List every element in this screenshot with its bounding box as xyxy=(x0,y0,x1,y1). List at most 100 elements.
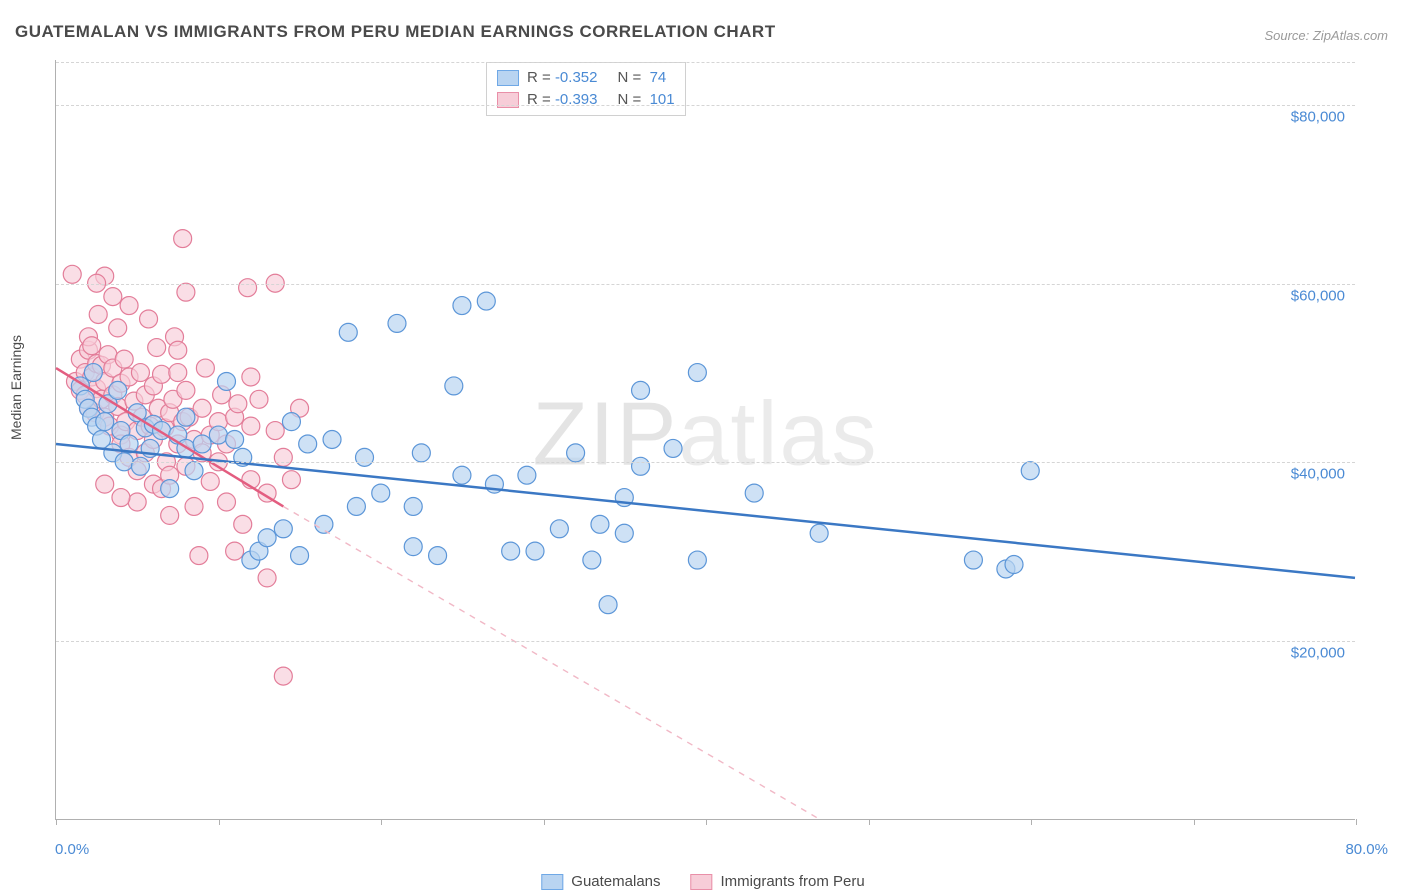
data-point xyxy=(615,524,633,542)
data-point xyxy=(339,323,357,341)
data-point xyxy=(258,569,276,587)
data-point xyxy=(688,551,706,569)
x-tick xyxy=(219,819,220,825)
data-point xyxy=(120,297,138,315)
legend-item-peru: Immigrants from Peru xyxy=(691,873,865,890)
data-point xyxy=(193,399,211,417)
data-point xyxy=(356,448,374,466)
data-point xyxy=(185,462,203,480)
data-point xyxy=(83,337,101,355)
data-point xyxy=(274,520,292,538)
data-point xyxy=(453,297,471,315)
data-point xyxy=(810,524,828,542)
data-point xyxy=(153,365,171,383)
data-point xyxy=(112,489,130,507)
chart-svg xyxy=(56,60,1355,819)
data-point xyxy=(274,667,292,685)
data-point xyxy=(567,444,585,462)
x-tick xyxy=(381,819,382,825)
data-point xyxy=(274,448,292,466)
gridline xyxy=(56,462,1355,463)
data-point xyxy=(218,372,236,390)
data-point xyxy=(104,288,122,306)
data-point xyxy=(282,413,300,431)
data-point xyxy=(161,480,179,498)
series-legend: Guatemalans Immigrants from Peru xyxy=(541,873,864,890)
y-tick-label: $80,000 xyxy=(1291,108,1345,125)
data-point xyxy=(1005,556,1023,574)
data-point xyxy=(177,408,195,426)
data-point xyxy=(404,538,422,556)
n-label: N = 74 xyxy=(617,67,666,89)
gridline xyxy=(56,62,1355,63)
data-point xyxy=(169,364,187,382)
x-end-label: 80.0% xyxy=(1345,841,1388,858)
data-point xyxy=(109,319,127,337)
data-point xyxy=(226,431,244,449)
y-tick-label: $60,000 xyxy=(1291,287,1345,304)
x-tick xyxy=(869,819,870,825)
data-point xyxy=(185,497,203,515)
legend-item-guatemalans: Guatemalans xyxy=(541,873,660,890)
data-point xyxy=(372,484,390,502)
data-point xyxy=(89,306,107,324)
data-point xyxy=(404,497,422,515)
data-point xyxy=(226,542,244,560)
data-point xyxy=(315,515,333,533)
data-point xyxy=(477,292,495,310)
data-point xyxy=(299,435,317,453)
legend-label: Guatemalans xyxy=(571,873,660,890)
data-point xyxy=(591,515,609,533)
data-point xyxy=(229,395,247,413)
data-point xyxy=(518,466,536,484)
data-point xyxy=(196,359,214,377)
data-point xyxy=(177,283,195,301)
data-point xyxy=(242,417,260,435)
data-point xyxy=(218,493,236,511)
data-point xyxy=(688,364,706,382)
data-point xyxy=(745,484,763,502)
data-point xyxy=(266,422,284,440)
data-point xyxy=(209,426,227,444)
data-point xyxy=(148,339,166,357)
x-tick xyxy=(1194,819,1195,825)
data-point xyxy=(109,381,127,399)
data-point xyxy=(84,364,102,382)
data-point xyxy=(291,547,309,565)
data-point xyxy=(664,439,682,457)
data-point xyxy=(282,471,300,489)
data-point xyxy=(323,431,341,449)
data-point xyxy=(239,279,257,297)
data-point xyxy=(550,520,568,538)
data-point xyxy=(412,444,430,462)
data-point xyxy=(599,596,617,614)
data-point xyxy=(453,466,471,484)
legend-label: Immigrants from Peru xyxy=(721,873,865,890)
data-point xyxy=(234,515,252,533)
data-point xyxy=(190,547,208,565)
x-tick xyxy=(56,819,57,825)
x-tick xyxy=(706,819,707,825)
y-axis-label: Median Earnings xyxy=(8,335,24,440)
data-point xyxy=(131,457,149,475)
data-point xyxy=(242,368,260,386)
data-point xyxy=(258,529,276,547)
data-point xyxy=(177,381,195,399)
data-point xyxy=(347,497,365,515)
data-point xyxy=(632,381,650,399)
data-point xyxy=(115,350,133,368)
data-point xyxy=(1021,462,1039,480)
data-point xyxy=(388,314,406,332)
correlation-legend: R = -0.352 N = 74 R = -0.393 N = 101 xyxy=(486,62,686,116)
plot-area: ZIPatlas R = -0.352 N = 74 R = -0.393 N … xyxy=(55,60,1355,820)
chart-title: GUATEMALAN VS IMMIGRANTS FROM PERU MEDIA… xyxy=(15,22,776,42)
data-point xyxy=(502,542,520,560)
r-label: R = -0.352 xyxy=(527,67,597,89)
y-tick-label: $40,000 xyxy=(1291,466,1345,483)
x-tick xyxy=(1031,819,1032,825)
data-point xyxy=(526,542,544,560)
data-point xyxy=(96,413,114,431)
data-point xyxy=(96,475,114,493)
gridline xyxy=(56,284,1355,285)
data-point xyxy=(445,377,463,395)
